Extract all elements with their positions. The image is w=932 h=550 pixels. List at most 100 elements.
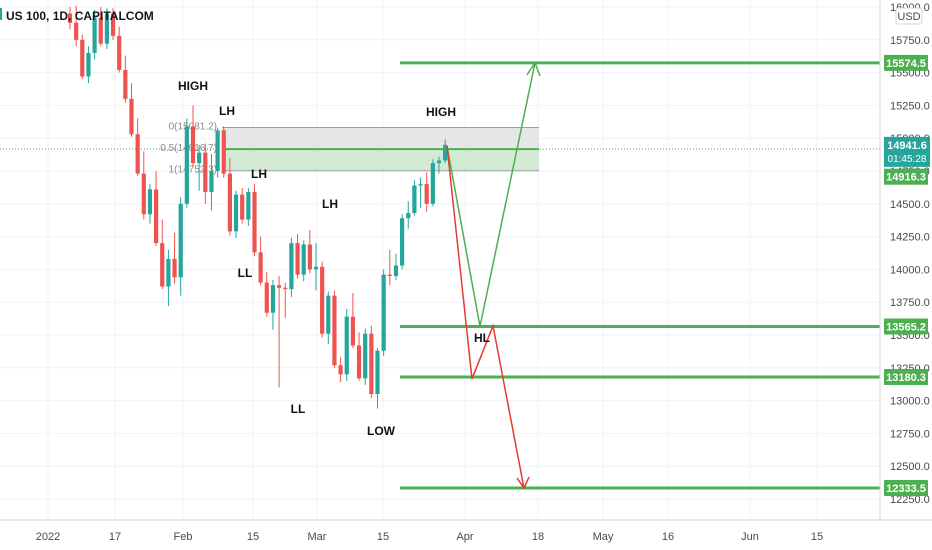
y-tick-label: 12500.0 <box>890 461 930 473</box>
candle-body <box>301 244 306 275</box>
candle-body <box>190 126 196 164</box>
level-price-tag <box>884 54 928 71</box>
y-tick-label: 12750.0 <box>890 428 930 440</box>
fib-zone-upper <box>222 127 539 150</box>
level-price-text: 13565.2 <box>886 321 926 333</box>
candle-body <box>363 333 368 379</box>
candle <box>313 243 319 291</box>
candle <box>166 249 171 307</box>
candle-body <box>258 252 263 283</box>
candle <box>381 269 386 356</box>
candle <box>363 328 368 385</box>
candle <box>74 5 79 47</box>
candle <box>332 290 337 368</box>
candle-body <box>74 22 79 40</box>
candle-body <box>393 265 399 276</box>
candle <box>443 139 448 164</box>
fib-price-tag <box>884 168 928 185</box>
candle-body <box>160 243 165 287</box>
candle-body <box>350 316 355 346</box>
candle-body <box>289 243 294 290</box>
y-tick-label: 12250.0 <box>890 494 930 506</box>
candle-body <box>264 282 269 313</box>
candle <box>184 118 189 208</box>
annotation-label: LH <box>322 197 338 211</box>
candle <box>240 188 245 224</box>
projection-paths[interactable] <box>446 61 541 490</box>
y-tick-label: 13000.0 <box>890 396 930 408</box>
annotation-label: HIGH <box>178 79 208 93</box>
annotations: HIGH LH LH LL LH LL LOW HIGH HL <box>178 79 490 438</box>
bearish-path[interactable] <box>446 145 525 489</box>
currency-badge-box <box>895 7 923 25</box>
countdown-text: 01:45:28 <box>888 154 927 165</box>
x-tick-label: Feb <box>174 531 193 543</box>
time-axis-background <box>0 520 932 550</box>
candle <box>154 171 159 246</box>
candle-body <box>129 98 134 135</box>
candle-body <box>356 345 362 379</box>
time-axis[interactable]: 2022 17 Feb 15 Mar 15 Apr 18 May 16 Jun 15 <box>0 519 932 550</box>
annotation-label: LOW <box>367 424 396 438</box>
candle-body <box>166 258 171 287</box>
level-price-tag <box>884 480 928 497</box>
x-tick-label: Mar <box>308 531 327 543</box>
candle-body <box>381 274 386 351</box>
annotation-label: LH <box>251 167 267 181</box>
candle <box>98 7 103 47</box>
candle-body <box>141 173 146 215</box>
candle-body <box>375 350 380 395</box>
annotation-label: LL <box>291 402 306 416</box>
candle <box>135 118 140 177</box>
price-tags: 15574.5 13565.2 13180.3 12333.5 14941.6 01:45… <box>884 54 930 497</box>
candle <box>393 253 399 280</box>
level-price-tag <box>884 368 928 385</box>
candle <box>123 55 128 103</box>
candle <box>307 230 312 274</box>
candle <box>356 332 362 381</box>
price-axis[interactable]: 16000.015750.015500.015250.015000.014750… <box>879 0 932 520</box>
x-tick-label: 2022 <box>36 531 60 543</box>
candle-body <box>418 184 423 186</box>
candle-body <box>117 35 122 70</box>
bullish-path[interactable] <box>446 62 536 327</box>
candle <box>197 144 202 191</box>
candle <box>295 233 300 279</box>
x-tick-label: 15 <box>811 531 823 543</box>
header-marker <box>0 8 2 20</box>
price-axis-background <box>880 0 932 520</box>
candle <box>233 190 239 238</box>
candle <box>289 237 294 297</box>
candle-body <box>221 130 226 174</box>
candle <box>406 201 411 229</box>
candle <box>215 127 220 178</box>
fib-price-text: 14916.3 <box>886 172 926 184</box>
candle <box>418 177 423 208</box>
candle-body <box>320 266 325 334</box>
currency-badge-text: USD <box>897 11 920 23</box>
level-price-tag <box>884 318 928 335</box>
candle <box>283 282 288 318</box>
x-tick-label: 18 <box>532 531 544 543</box>
candle <box>320 261 325 338</box>
candle <box>412 180 417 216</box>
candle <box>172 232 177 284</box>
candle-body <box>246 191 251 220</box>
candle <box>104 8 109 49</box>
candle-body <box>135 134 140 174</box>
y-tick-label: 15750.0 <box>890 35 930 47</box>
candle <box>277 275 282 388</box>
candle <box>436 156 442 174</box>
candle-body <box>277 285 282 288</box>
candle <box>190 105 196 168</box>
candle <box>424 172 429 212</box>
currency-badge[interactable]: USD <box>895 7 923 25</box>
candle-body <box>154 189 159 244</box>
y-tick-label: 15250.0 <box>890 100 930 112</box>
candle-body <box>369 333 374 395</box>
candle <box>227 157 232 236</box>
candle-body <box>215 130 220 171</box>
annotation-label: LH <box>219 104 235 118</box>
candle-body <box>227 173 232 232</box>
